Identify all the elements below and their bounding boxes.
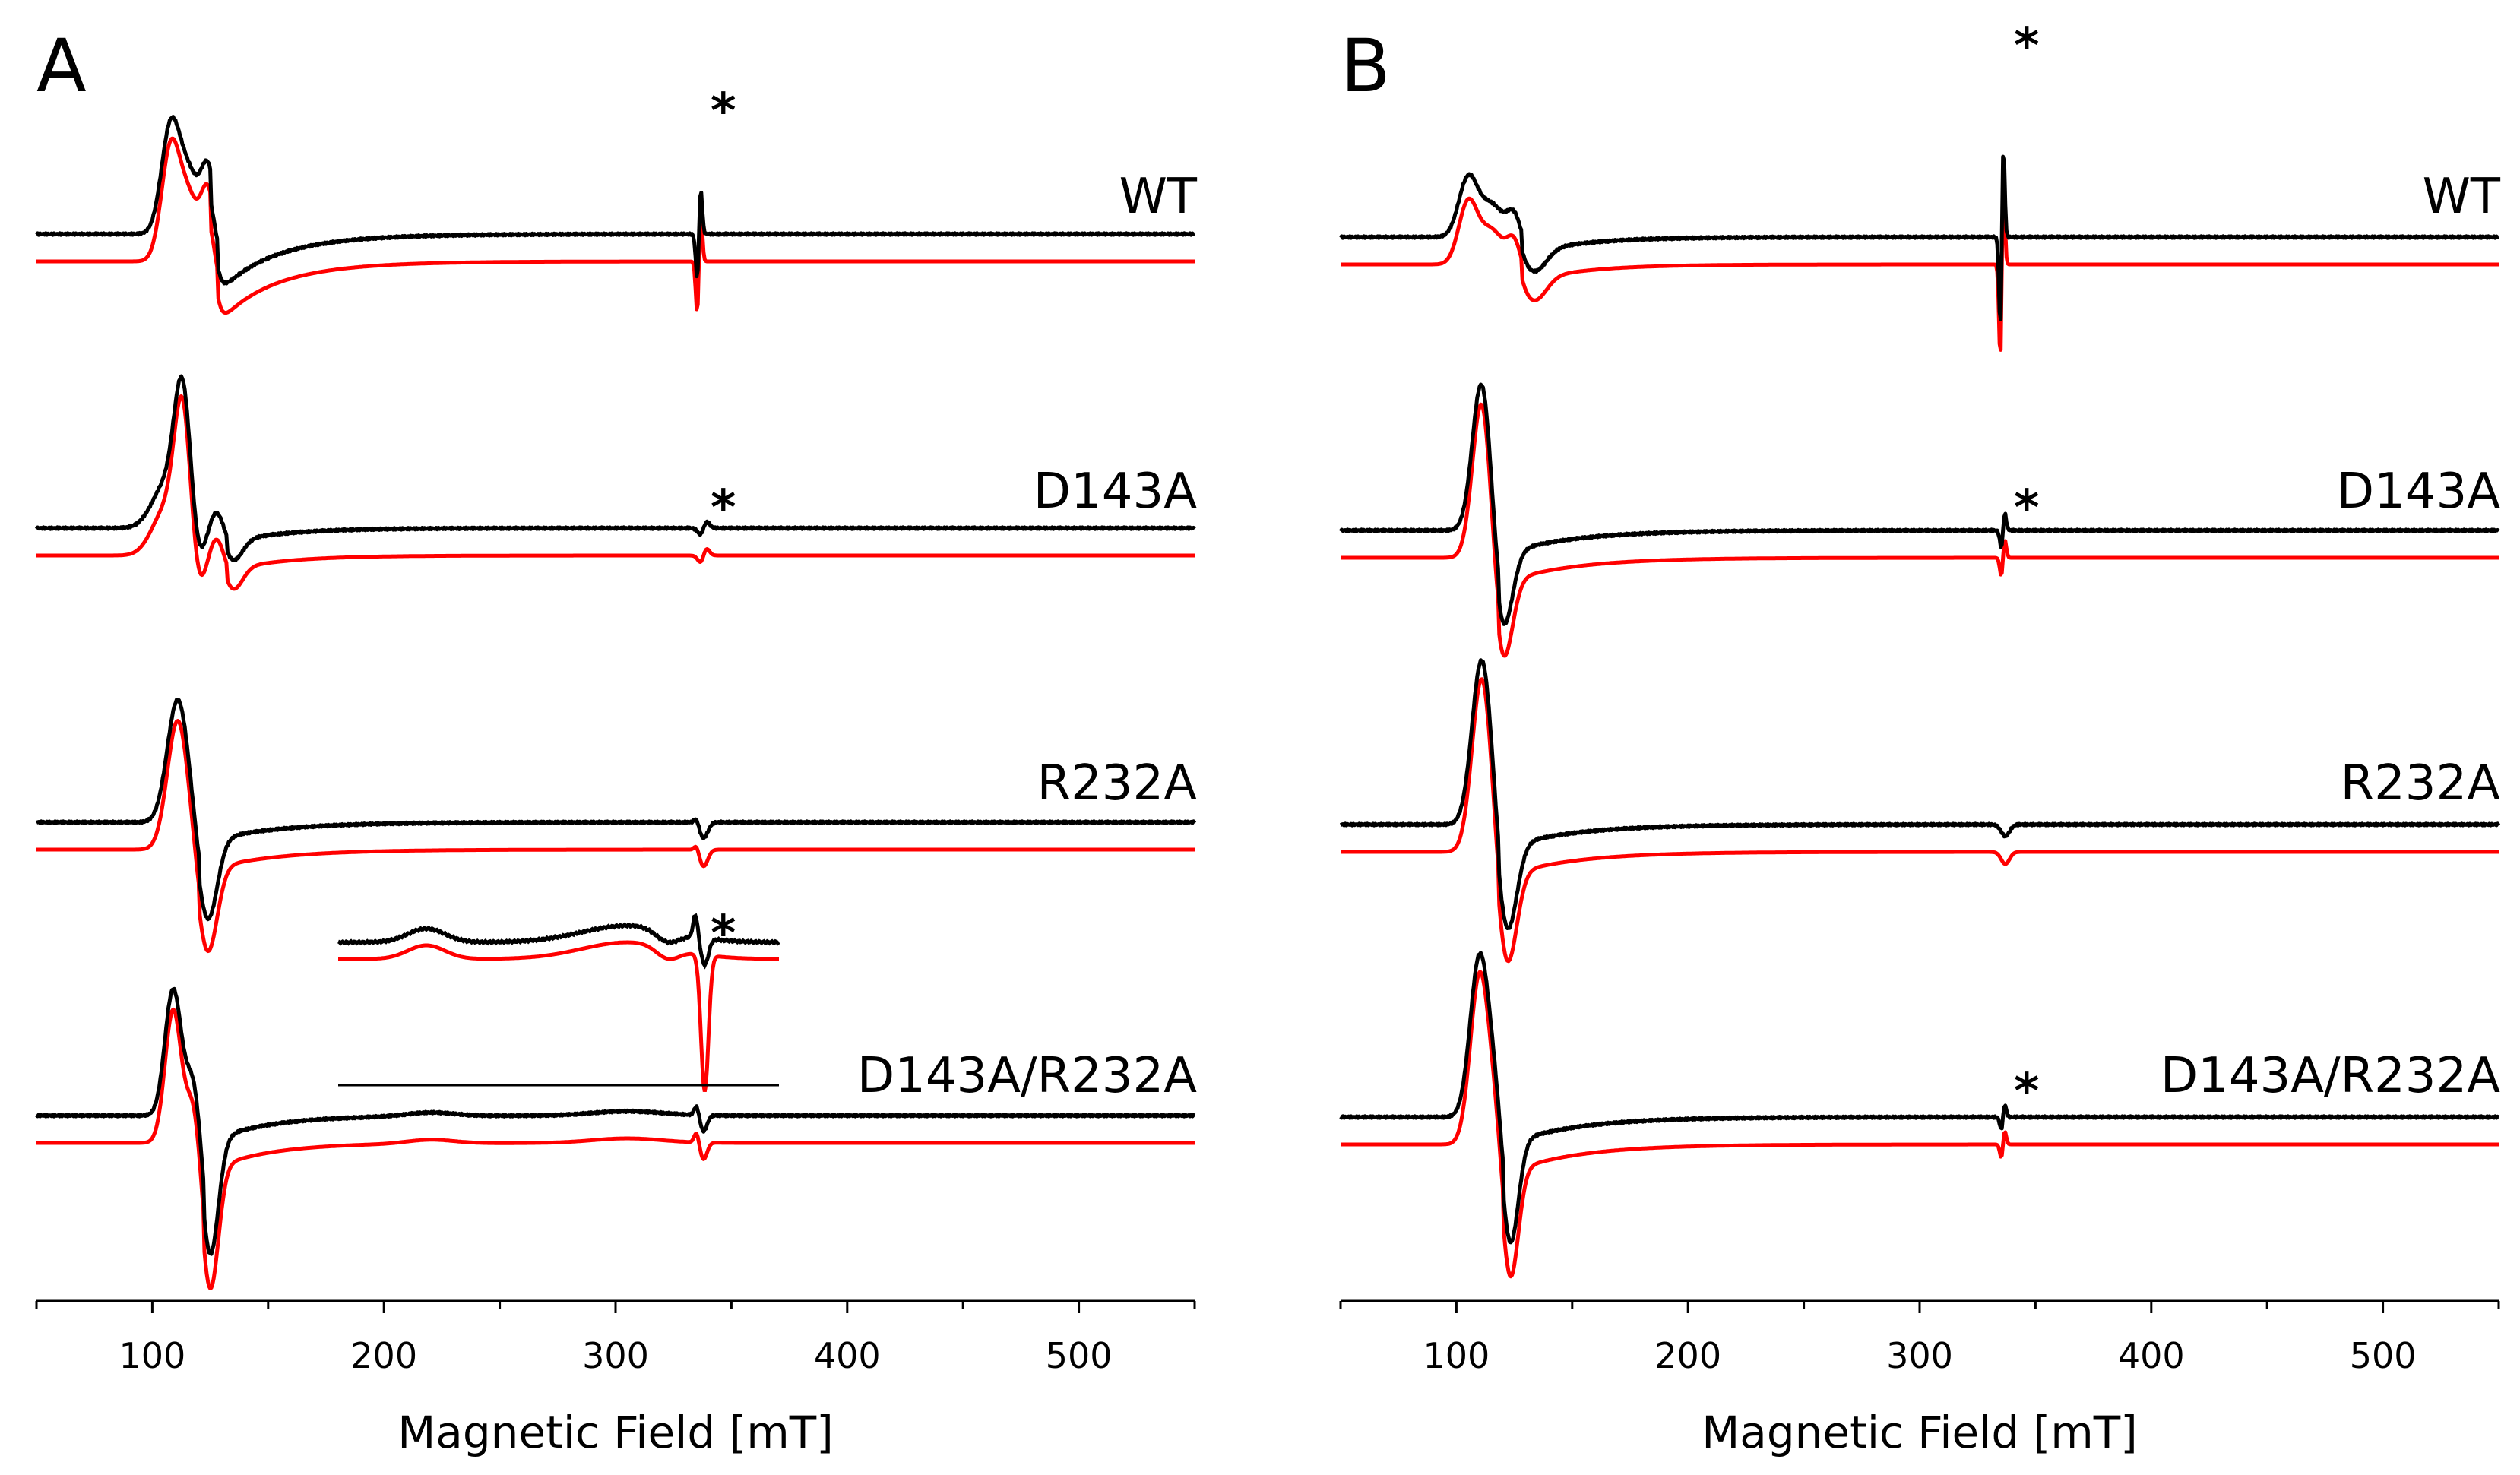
x-tick-label: 400	[2118, 1335, 2185, 1376]
x-tick-label: 300	[1886, 1335, 1953, 1376]
panel-a-labels: WT D143A R232A D143A/R232A * * *	[711, 84, 1198, 1104]
panel-a-letter: A	[36, 24, 87, 109]
trace-r232a-experimental	[35, 698, 1197, 922]
panel-b-label-d143a: D143A	[2337, 464, 2500, 520]
panel-b-label-r232a: R232A	[2341, 755, 2501, 812]
trace-d143aB-simulation	[1340, 402, 2499, 658]
panel-a-star-d143a: *	[711, 480, 736, 537]
x-tick-label: 200	[1654, 1335, 1721, 1376]
panel-a-x-label: Magnetic Field [mT]	[397, 1407, 834, 1458]
trace-wt-experimental	[35, 115, 1195, 286]
panel-b-star-double: *	[2014, 1064, 2039, 1120]
x-tick-label: 100	[119, 1335, 185, 1376]
panel-a-series	[34, 115, 1197, 1290]
panel-a-label-d143a: D143A	[1034, 464, 1197, 520]
trace-d143aB-experimental	[1338, 382, 2500, 626]
trace-wtB-simulation	[1340, 177, 2499, 352]
panel-b-label-wt: WT	[2423, 169, 2501, 225]
trace-doubleB-simulation	[1340, 970, 2499, 1279]
panel-b-star-d143a: *	[2014, 480, 2039, 537]
trace-r232aB-experimental	[1339, 658, 2501, 930]
x-tick-label: 300	[582, 1335, 649, 1376]
trace-d143a-experimental	[34, 374, 1196, 562]
panel-b-letter: B	[1341, 24, 1391, 109]
panel-a-label-r232a: R232A	[1037, 755, 1198, 812]
x-tick-label: 200	[350, 1335, 417, 1376]
panel-b-label-double: D143A/R232A	[2161, 1048, 2500, 1104]
inset-trace-experimental	[337, 913, 780, 970]
panel-a-star-inset: *	[711, 906, 736, 962]
panel-a-label-double: D143A/R232A	[857, 1048, 1197, 1104]
panel-b-star-wt: *	[2014, 18, 2039, 74]
panel-b: B WT D143A R232A D143A/R232A * * * 100 20…	[1338, 18, 2501, 1458]
x-tick-label: 100	[1423, 1335, 1490, 1376]
x-tick-label: 500	[2350, 1335, 2417, 1376]
panel-a: A WT D143A R232A D143A/R232A * * * 100 20…	[34, 24, 1198, 1458]
panel-b-x-axis: 100 200 300 400 500	[1339, 1299, 2500, 1376]
trace-wtB-experimental	[1339, 154, 2499, 321]
panel-a-label-wt: WT	[1119, 169, 1198, 225]
trace-doubleB-experimental	[1339, 951, 2500, 1245]
trace-double-experimental	[35, 986, 1196, 1256]
trace-wt-simulation	[36, 136, 1195, 315]
trace-r232aB-simulation	[1340, 677, 2499, 964]
panel-a-star-wt: *	[711, 84, 736, 140]
panel-b-labels: WT D143A R232A D143A/R232A * * *	[2014, 18, 2501, 1120]
panel-b-series	[1338, 154, 2501, 1279]
trace-double-simulation	[36, 1007, 1195, 1290]
trace-r232a-simulation	[36, 719, 1195, 954]
panel-a-x-axis: 100 200 300 400 500	[35, 1299, 1196, 1376]
panel-b-x-label: Magnetic Field [mT]	[1702, 1407, 2138, 1458]
trace-d143a-simulation	[36, 394, 1195, 591]
x-tick-label: 500	[1046, 1335, 1113, 1376]
inset-trace-simulation	[338, 940, 779, 1092]
x-tick-label: 400	[814, 1335, 881, 1376]
